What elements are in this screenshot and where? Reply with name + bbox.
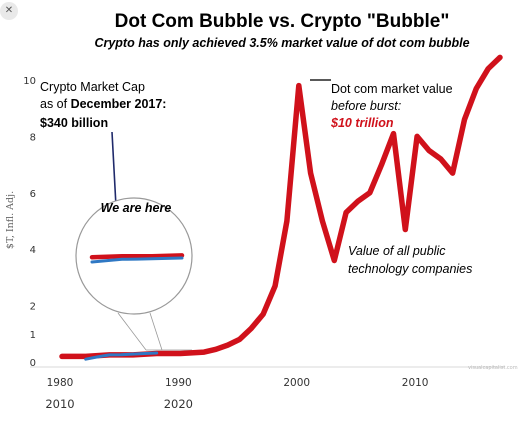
y-tick-label: 6 <box>30 189 36 200</box>
zoom-crypto-line <box>90 256 184 264</box>
zoom-connector-left <box>117 312 147 351</box>
zoom-inset: We are here <box>75 197 193 315</box>
here-label: We are here <box>101 201 172 215</box>
x-tick-label: 1980 <box>47 377 74 389</box>
chart-subtitle: Crypto has only achieved 3.5% market val… <box>94 36 469 50</box>
x-tick-label: 1990 <box>165 377 192 389</box>
zoom-connector-right <box>149 312 163 351</box>
tech-value-series-line <box>59 54 503 360</box>
close-icon: ✕ <box>4 5 14 16</box>
peak-annotation: Dot com market value before burst: $10 t… <box>310 79 453 130</box>
y-tick-label: 4 <box>30 245 36 256</box>
source-credit: visualcapitalist.com <box>468 365 518 371</box>
chart-title: Dot Com Bubble vs. Crypto "Bubble" <box>115 11 450 32</box>
value-line2: technology companies <box>348 262 472 276</box>
close-tab-button[interactable]: ✕ <box>0 2 18 20</box>
zoom-connector <box>117 312 192 351</box>
value-annotation: Value of all public technology companies <box>348 244 472 276</box>
y-tick-label: 2 <box>30 302 36 313</box>
y-tick-label: 8 <box>30 132 36 143</box>
peak-line1: Dot com market value <box>331 82 453 96</box>
y-tick-label: 0 <box>30 358 36 369</box>
crypto-cap-annotation: Crypto Market Cap as of December 2017: $… <box>40 80 166 259</box>
peak-line2: before burst: <box>331 99 401 113</box>
crypto-series-line <box>84 351 159 361</box>
value-line1: Value of all public <box>348 244 446 258</box>
peak-line3: $10 trillion <box>330 116 394 130</box>
crypto-cap-line2: as of December 2017: <box>40 97 166 111</box>
y-tick-label: 1 <box>30 330 36 341</box>
crypto-cap-line3: $340 billion <box>40 116 108 130</box>
x-tick-label: 2000 <box>283 377 310 389</box>
y-tick-label: 10 <box>23 76 36 87</box>
x-tick-label: 2010 <box>402 377 429 389</box>
x-tick-label-alt: 2020 <box>164 397 193 411</box>
zoom-tech-line <box>89 253 185 260</box>
y-axis-label: $T, Infl. Adj. <box>5 191 16 249</box>
crypto-cap-line1: Crypto Market Cap <box>40 80 145 94</box>
x-tick-label-alt: 2010 <box>45 397 74 411</box>
